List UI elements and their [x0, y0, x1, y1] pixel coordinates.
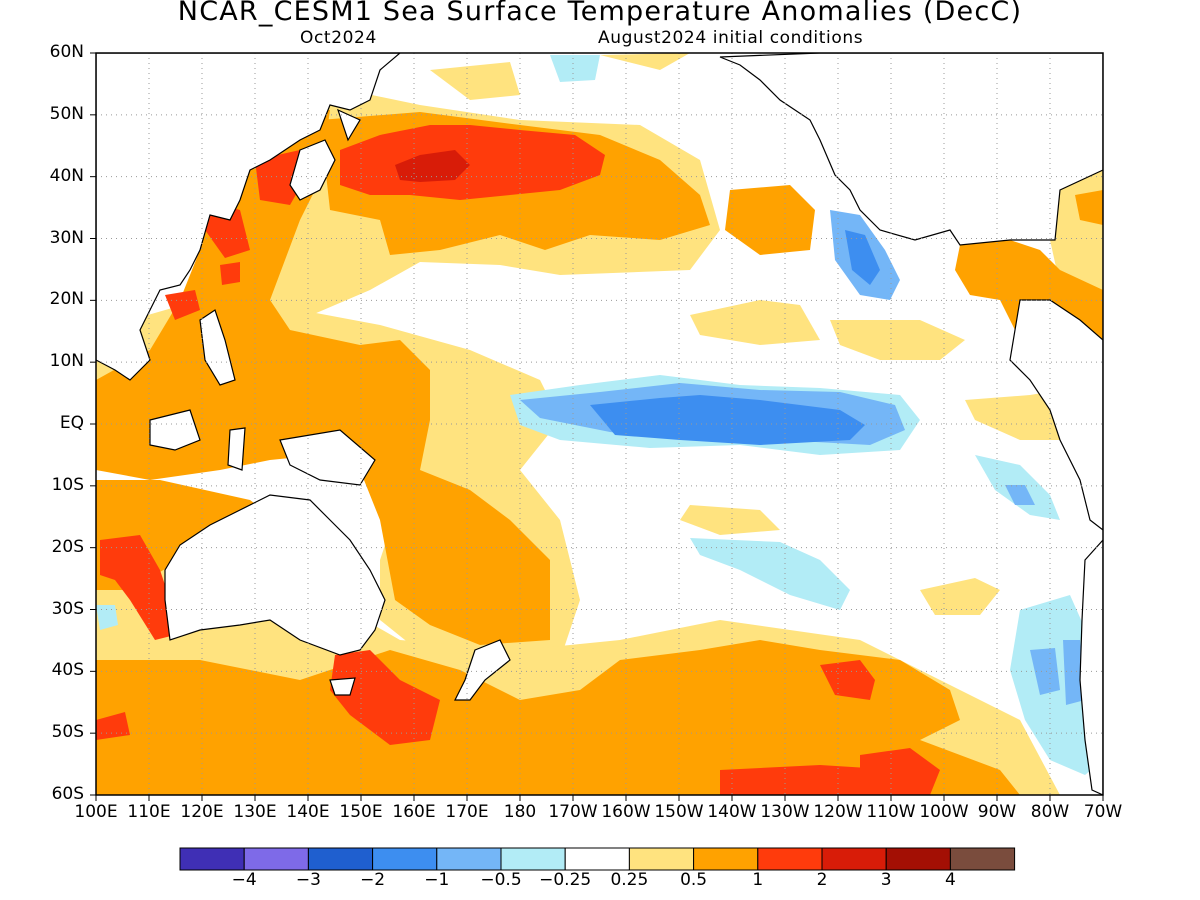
map-title: NCAR_CESM1 Sea Surface Temperature Anoma… [177, 0, 1023, 27]
colorbar-label: 1 [752, 870, 764, 890]
anomaly-field-2-to-3 [96, 125, 940, 795]
lat-label: 20N [49, 289, 84, 310]
colorbar-swatch [500, 847, 566, 871]
lon-label: 180 [503, 802, 537, 822]
colorbar-swatch [436, 847, 502, 871]
lon-label: 130W [760, 802, 810, 822]
lon-label: 100W [919, 802, 969, 822]
graticule [96, 53, 1103, 795]
colorbar-label: 2 [816, 870, 828, 890]
colorbar-swatch [564, 847, 630, 871]
anomaly-field-negative [96, 55, 1103, 775]
colorbar-swatch [949, 847, 1016, 871]
colorbar-label: 4 [944, 870, 956, 890]
coastlines [96, 53, 1103, 795]
colorbar-label: −1 [424, 870, 450, 890]
colorbar-label: 0.5 [680, 870, 708, 890]
colorbar-swatch [179, 847, 245, 871]
colorbar-label: 3 [880, 870, 892, 890]
lon-label: 140E [286, 802, 330, 822]
lon-label: 120W [813, 802, 863, 822]
lat-label: 10N [49, 351, 84, 372]
lon-label: 100E [74, 802, 118, 822]
colorbar-swatch [885, 847, 951, 871]
colorbar-label: −3 [295, 870, 321, 890]
colorbar-label: −0.5 [480, 870, 522, 890]
lon-label: 160E [392, 802, 436, 822]
lat-label: 60N [49, 42, 84, 62]
colorbar [179, 847, 1016, 871]
lon-label: 150E [339, 802, 383, 822]
lon-label: 120E [180, 802, 224, 822]
lon-label: 110W [866, 802, 916, 822]
lon-label: 150W [654, 802, 704, 822]
lon-label: 130E [233, 802, 277, 822]
colorbar-swatch [243, 847, 309, 871]
colorbar-swatch [372, 847, 438, 871]
colorbar-swatch [693, 847, 759, 871]
lon-label: 160W [601, 802, 651, 822]
colorbar-swatch [757, 847, 823, 871]
lat-label: 30N [49, 227, 84, 248]
lat-label: 50N [49, 103, 84, 124]
lon-label: 110E [127, 802, 171, 822]
lat-label: EQ [59, 413, 84, 433]
lon-label: 90W [977, 802, 1017, 822]
colorbar-label: −4 [231, 870, 257, 890]
initial-conditions-label: August2024 initial conditions [598, 28, 864, 48]
valid-month-label: Oct2024 [300, 28, 377, 48]
lon-label: 170E [445, 802, 489, 822]
lon-label: 80W [1030, 802, 1070, 822]
lat-label: 40S [51, 660, 84, 681]
lat-label: 60S [51, 784, 84, 804]
colorbar-swatch [307, 847, 374, 871]
colorbar-swatch [821, 847, 887, 871]
lon-label: 140W [707, 802, 757, 822]
lat-label: 30S [51, 598, 84, 619]
colorbar-swatch [628, 847, 695, 871]
lon-label: 170W [548, 802, 598, 822]
lat-label: 50S [51, 722, 84, 743]
colorbar-label: −0.25 [539, 870, 592, 890]
lat-label: 10S [51, 474, 84, 495]
lon-label: 70W [1083, 802, 1123, 822]
colorbar-label: −2 [360, 870, 386, 890]
lat-label: 20S [51, 536, 84, 557]
colorbar-label: 0.25 [610, 870, 649, 890]
lat-label: 40N [49, 165, 84, 186]
